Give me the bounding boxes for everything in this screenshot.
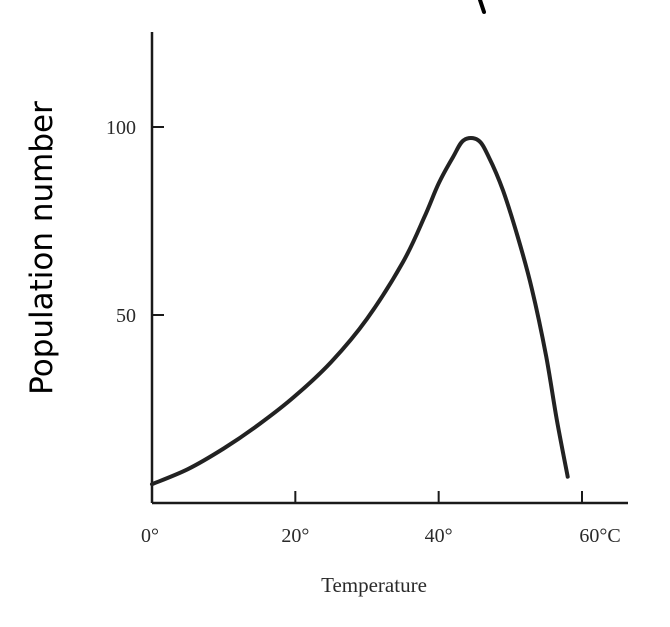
cropped-title-fragment bbox=[478, 0, 486, 14]
x-tick-label: 20° bbox=[281, 525, 309, 547]
y-ticks: 50 100 bbox=[106, 117, 164, 327]
x-tick-label: 0° bbox=[141, 525, 159, 547]
y-tick-label: 100 bbox=[106, 117, 136, 139]
x-tick-label: 60°C bbox=[579, 525, 620, 547]
y-tick-label: 50 bbox=[116, 305, 136, 327]
x-tick-label: 40° bbox=[425, 525, 453, 547]
population-curve bbox=[150, 136, 570, 487]
x-axis-label: Temperature bbox=[321, 573, 427, 597]
y-axis-label: Population number bbox=[24, 101, 60, 395]
x-ticks: 0° 20° 40° 60°C bbox=[141, 491, 621, 547]
